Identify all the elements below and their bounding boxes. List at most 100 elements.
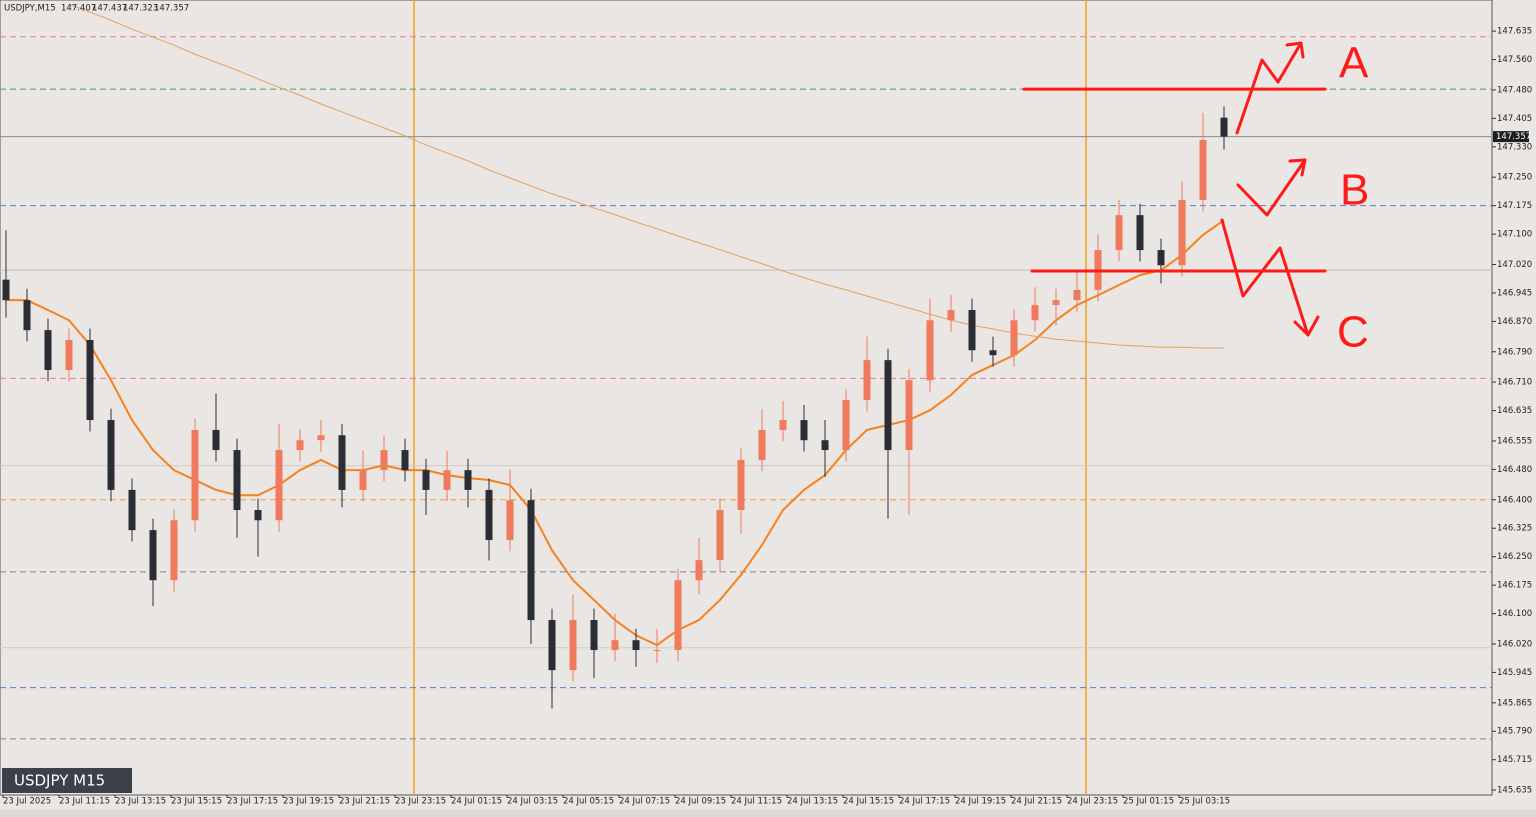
price-marker — [1493, 131, 1529, 143]
candle-body — [1157, 250, 1165, 266]
candle-body — [989, 350, 997, 356]
candle-body — [632, 640, 640, 651]
badge-bg — [2, 768, 132, 793]
y-tick-label: 146.400 — [1497, 495, 1532, 505]
candle-body — [128, 489, 136, 531]
x-tick-label: 24 Jul 01:15 — [451, 797, 502, 807]
candle-body — [1010, 320, 1018, 356]
y-tick-label: 147.405 — [1497, 114, 1532, 124]
x-tick-label: 24 Jul 11:15 — [731, 797, 782, 807]
x-tick-label: 24 Jul 15:15 — [843, 797, 894, 807]
x-tick-label: 23 Jul 17:15 — [227, 797, 278, 807]
y-tick-label: 147.175 — [1497, 201, 1532, 211]
candle-body — [569, 620, 577, 671]
x-tick-label: 24 Jul 17:15 — [899, 797, 950, 807]
candle-body — [380, 450, 388, 471]
candle-body — [107, 420, 115, 490]
y-tick-label: 146.020 — [1497, 639, 1532, 649]
x-tick-label: 24 Jul 13:15 — [787, 797, 838, 807]
candle-body — [590, 620, 598, 651]
candle-body — [653, 650, 661, 652]
candle-body — [674, 580, 682, 651]
x-tick-label: 23 Jul 23:15 — [395, 797, 446, 807]
arrow-a — [1235, 41, 1305, 135]
candle-body — [65, 340, 73, 370]
candle-body — [170, 520, 178, 581]
candle-body — [548, 620, 556, 671]
y-tick-label: 145.865 — [1497, 698, 1532, 708]
candle-body — [716, 510, 724, 561]
y-tick-label: 145.715 — [1497, 755, 1532, 765]
x-tick-label: 24 Jul 05:15 — [563, 797, 614, 807]
candle-body — [1199, 140, 1207, 200]
candle-body — [1115, 215, 1123, 251]
x-tick-label: 24 Jul 03:15 — [507, 797, 558, 807]
candle-body — [947, 310, 955, 321]
y-tick-label: 146.710 — [1497, 378, 1532, 388]
y-tick-label: 145.790 — [1497, 727, 1532, 737]
y-tick-label: 147.480 — [1497, 85, 1532, 95]
annotation: A — [1339, 39, 1369, 88]
annotation: B — [1340, 166, 1369, 215]
header-high: 147.437 — [92, 4, 127, 14]
x-tick-label: 24 Jul 09:15 — [675, 797, 726, 807]
candle-body — [44, 330, 52, 370]
y-tick-label: 146.870 — [1497, 317, 1532, 327]
header: USDJPY,M15 147.407 147.437 147.323 147.3… — [4, 4, 189, 14]
x-tick-label: 24 Jul 21:15 — [1011, 797, 1062, 807]
candle-body — [926, 320, 934, 381]
candle-body — [1136, 215, 1144, 251]
candle-body — [695, 560, 703, 581]
candle-body — [401, 450, 409, 471]
plot-area — [0, 0, 1493, 796]
y-tick-label: 146.250 — [1497, 552, 1532, 562]
footer-strip — [0, 810, 1536, 817]
annotation: C — [1337, 308, 1369, 357]
candle-body — [968, 310, 976, 351]
candle-body — [359, 470, 367, 490]
candle-body — [443, 470, 451, 490]
x-tick-label: 23 Jul 13:15 — [115, 797, 166, 807]
y-tick-label: 147.250 — [1497, 173, 1532, 183]
candle-body — [212, 429, 220, 451]
y-tick-label: 146.480 — [1497, 465, 1532, 475]
candle-body — [338, 435, 346, 490]
header-open: 147.407 — [61, 4, 96, 14]
candle-body — [1031, 305, 1039, 321]
x-tick-label: 23 Jul 15:15 — [171, 797, 222, 807]
header-low: 147.323 — [123, 4, 158, 14]
candle-body — [275, 450, 283, 521]
x-tick-label: 24 Jul 19:15 — [955, 797, 1006, 807]
series — [2, 3, 1228, 709]
candle-body — [506, 500, 514, 540]
x-tick-label: 23 Jul 11:15 — [59, 797, 110, 807]
x-tick-label: 23 Jul 2025 — [3, 797, 51, 807]
candle-body — [2, 279, 10, 301]
levels — [0, 36, 1492, 740]
arrow-b — [1236, 158, 1307, 217]
candle-body — [1178, 199, 1186, 266]
candle-body — [758, 429, 766, 460]
candle-body — [254, 510, 262, 521]
candle-body — [905, 380, 913, 451]
candle-body — [884, 360, 892, 451]
y-tick-label: 147.560 — [1497, 55, 1532, 65]
y-tick-label: 146.325 — [1497, 524, 1532, 534]
y-tick-label: 146.100 — [1497, 609, 1532, 619]
candle-body — [296, 440, 304, 451]
candle-body — [611, 640, 619, 651]
y-tick-label: 146.635 — [1497, 406, 1532, 416]
candle-body — [485, 489, 493, 540]
candle-body — [1220, 117, 1228, 137]
candle-body — [800, 420, 808, 441]
candle-body — [422, 470, 430, 490]
candle-body — [191, 429, 199, 521]
y-tick-label: 146.175 — [1497, 581, 1532, 591]
y-tick-label: 147.100 — [1497, 230, 1532, 240]
x-tick-label: 23 Jul 21:15 — [339, 797, 390, 807]
drawings — [1022, 41, 1327, 337]
candle-body — [317, 435, 325, 441]
y-tick-label: 147.020 — [1497, 260, 1532, 270]
y-tick-label: 147.635 — [1497, 27, 1532, 37]
